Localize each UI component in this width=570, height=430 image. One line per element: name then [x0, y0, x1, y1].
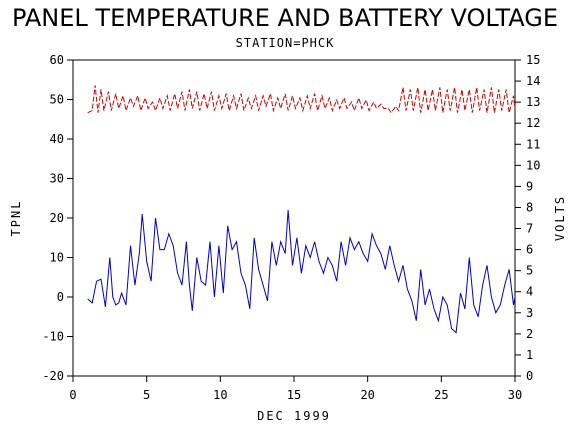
y-left-axis-label: TPNL — [9, 200, 23, 237]
y-left-tick-label: -10 — [42, 330, 64, 344]
y-right-tick-label: 3 — [526, 306, 533, 320]
x-tick-label: 20 — [360, 388, 374, 402]
y-left-tick-label: 50 — [50, 93, 64, 107]
x-tick-label: 5 — [143, 388, 150, 402]
chart-title: PANEL TEMPERATURE AND BATTERY VOLTAGE — [11, 4, 559, 32]
y-right-axis-label: VOLTS — [553, 195, 567, 241]
series-line-tpnl — [87, 210, 516, 334]
series-group — [87, 85, 516, 334]
y-right-tick-label: 13 — [526, 95, 540, 109]
y-right-tick-label: 10 — [526, 158, 540, 172]
plot-frame — [72, 59, 516, 377]
y-right-tick-label: 4 — [526, 285, 533, 299]
y-left-tick-label: -20 — [42, 369, 64, 383]
y-left-axis-ticks: -20 -10 0 10 20 30 40 50 60 — [42, 53, 73, 383]
x-tick-label: 25 — [434, 388, 448, 402]
y-right-tick-label: 1 — [526, 348, 533, 362]
x-axis-ticks: 0 5 10 15 20 25 30 — [69, 376, 522, 402]
y-left-tick-label: 0 — [57, 290, 64, 304]
y-right-tick-label: 7 — [526, 222, 533, 236]
y-right-tick-label: 8 — [526, 200, 533, 214]
series-line-volts — [87, 85, 516, 114]
x-tick-label: 0 — [69, 388, 76, 402]
y-right-tick-label: 9 — [526, 179, 533, 193]
y-left-tick-label: 30 — [50, 172, 64, 186]
y-right-tick-label: 0 — [526, 369, 533, 383]
y-right-tick-label: 14 — [526, 74, 540, 88]
x-tick-label: 15 — [287, 388, 301, 402]
y-right-tick-label: 15 — [526, 53, 540, 67]
y-right-tick-label: 12 — [526, 116, 540, 130]
y-left-tick-label: 10 — [50, 251, 64, 265]
y-left-tick-label: 40 — [50, 132, 64, 146]
x-tick-label: 10 — [213, 388, 227, 402]
x-tick-label: 30 — [508, 388, 522, 402]
x-axis-label: DEC 1999 — [257, 409, 331, 423]
y-right-tick-label: 11 — [526, 137, 540, 151]
y-left-tick-label: 60 — [50, 53, 64, 67]
y-right-tick-label: 2 — [526, 327, 533, 341]
chart-subtitle: STATION=PHCK — [235, 36, 335, 50]
y-right-tick-label: 6 — [526, 243, 533, 257]
y-left-tick-label: 20 — [50, 211, 64, 225]
y-right-tick-label: 5 — [526, 264, 533, 278]
